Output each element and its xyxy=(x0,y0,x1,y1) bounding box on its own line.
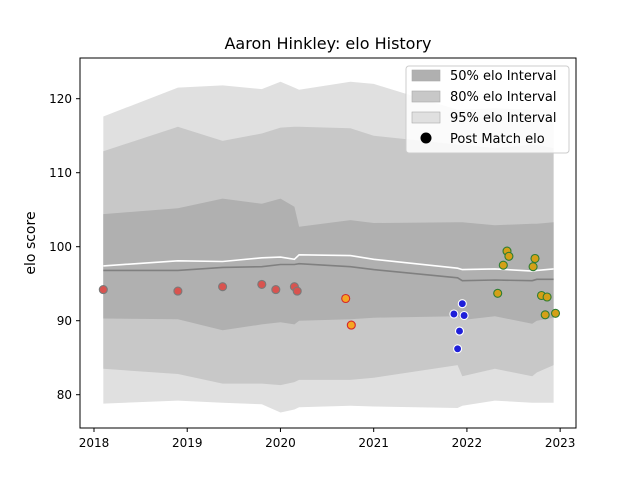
legend-swatch xyxy=(411,69,441,82)
band-50 xyxy=(103,198,554,331)
post-match-points xyxy=(98,246,561,354)
post-match-point xyxy=(540,310,550,320)
legend-swatch xyxy=(411,90,441,103)
x-tick-label: 2019 xyxy=(172,436,203,450)
elo-lines xyxy=(103,253,554,282)
y-tick-label: 110 xyxy=(49,166,72,180)
y-tick-label: 90 xyxy=(57,314,72,328)
median-elo-line xyxy=(103,262,554,282)
x-axis: 2018 2019 2020 2021 2022 2023 xyxy=(79,428,576,450)
y-tick-label: 120 xyxy=(49,92,72,106)
x-tick-label: 2021 xyxy=(358,436,389,450)
post-match-point xyxy=(528,262,538,272)
post-match-point xyxy=(530,253,540,264)
post-match-point xyxy=(550,308,561,318)
legend-swatch xyxy=(411,111,441,124)
plot-frame xyxy=(79,57,577,429)
y-tick-label: 80 xyxy=(57,388,72,402)
post-match-point xyxy=(98,285,108,295)
post-match-point xyxy=(346,320,356,330)
post-match-point xyxy=(504,251,514,261)
post-match-point xyxy=(457,299,467,309)
legend-label: Post Match elo xyxy=(450,132,545,147)
x-tick-label: 2023 xyxy=(545,436,576,450)
y-axis-label: elo score xyxy=(23,211,39,274)
x-tick-label: 2018 xyxy=(79,436,110,450)
post-match-point xyxy=(454,326,465,336)
y-axis: 80 90 100 110 120 xyxy=(49,92,80,402)
post-match-point xyxy=(493,288,503,298)
legend-marker xyxy=(420,132,432,144)
post-match-point xyxy=(218,282,228,292)
y-tick-label: 100 xyxy=(49,240,72,254)
legend-box xyxy=(405,65,570,154)
legend-label: 50% elo Interval xyxy=(450,69,557,84)
x-tick-label: 2022 xyxy=(452,436,483,450)
post-match-point xyxy=(459,310,469,321)
legend-label: 80% elo Interval xyxy=(450,90,557,105)
x-tick-label: 2020 xyxy=(265,436,296,450)
post-match-point xyxy=(453,344,463,354)
post-match-point xyxy=(498,260,508,270)
post-match-point xyxy=(292,286,302,296)
post-match-point xyxy=(341,293,351,304)
legend: 50% elo Interval 80% elo Interval 95% elo … xyxy=(405,65,570,154)
post-match-point xyxy=(449,309,459,319)
mean-elo-line xyxy=(103,253,554,272)
legend-label: 95% elo Interval xyxy=(450,111,557,126)
post-match-point xyxy=(542,292,552,302)
chart-title: Aaron Hinkley: elo History xyxy=(224,34,431,53)
post-match-point xyxy=(271,285,281,295)
post-match-point xyxy=(173,286,183,296)
post-match-point xyxy=(257,279,267,289)
